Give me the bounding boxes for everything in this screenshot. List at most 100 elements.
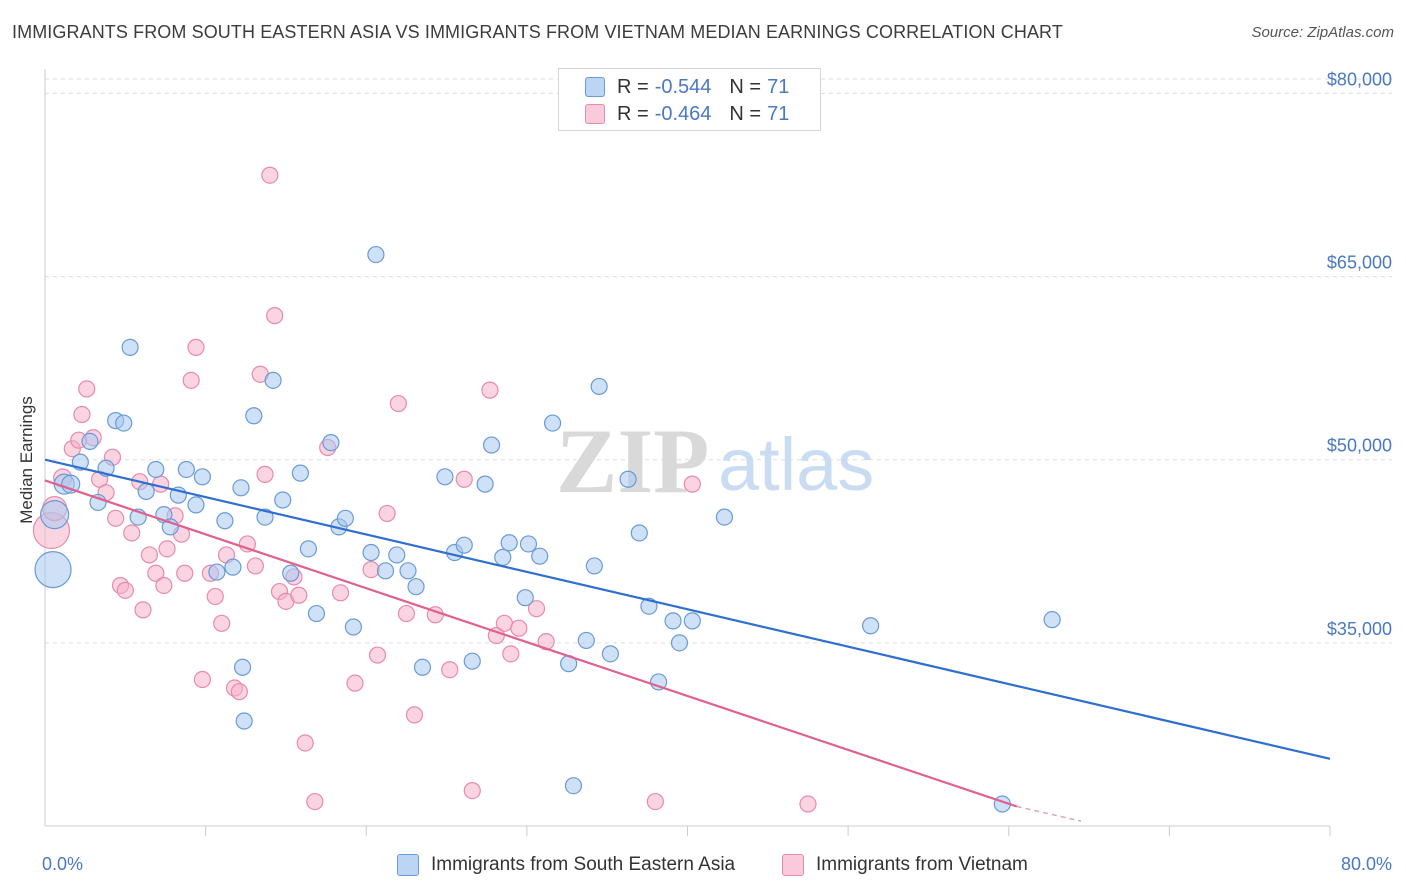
sea-point <box>256 508 274 526</box>
legend-r-label: R = <box>617 102 649 125</box>
vietnam-point <box>799 795 817 813</box>
sea-point <box>362 543 380 562</box>
sea-point <box>670 634 689 652</box>
vietnam-point <box>261 166 279 184</box>
vietnam-point <box>463 781 481 800</box>
vietnam-point <box>73 405 91 424</box>
sea-point <box>264 371 282 389</box>
y-tick-label: $35,000 <box>1327 619 1392 639</box>
sea-point <box>463 652 481 670</box>
vietnam-point <box>306 792 324 811</box>
vietnam-point <box>510 619 528 637</box>
vietnam-point <box>646 792 664 811</box>
sea-point <box>388 546 406 564</box>
vietnam-point <box>331 584 350 602</box>
sea-point <box>115 414 133 432</box>
vietnam-point <box>378 504 396 523</box>
vietnam-point <box>502 645 520 663</box>
trend-lines <box>44 458 1331 822</box>
sea-point <box>436 468 454 486</box>
vietnam-point <box>134 601 152 619</box>
sea-point <box>233 658 252 676</box>
sea-point <box>494 548 512 566</box>
y-tick-label: $50,000 <box>1327 436 1392 456</box>
sea-point <box>344 618 362 636</box>
bottom-legend-label-sea: Immigrants from South Eastern Asia <box>431 854 736 875</box>
vietnam-point <box>441 661 459 679</box>
sea-point <box>482 436 501 454</box>
sea-point <box>1043 611 1061 629</box>
sea-point <box>407 578 425 596</box>
sea-point <box>224 558 242 576</box>
x-tick-label: 80.0% <box>1341 854 1392 874</box>
vietnam-point <box>152 475 170 493</box>
legend-swatch-blue <box>585 77 605 97</box>
x-ticks <box>205 826 1331 836</box>
legend-n-label: N = <box>729 75 762 98</box>
sea-point <box>399 562 417 580</box>
sea-point <box>307 604 326 623</box>
vietnam-point <box>246 557 265 575</box>
sea-point <box>516 589 534 607</box>
grid-lines <box>45 78 1392 644</box>
sea-point <box>531 547 549 565</box>
sea-point <box>862 617 880 635</box>
vietnam-point <box>193 670 212 689</box>
sea-point <box>274 491 292 509</box>
vietnam-point <box>213 614 231 632</box>
legend-r-label: R = <box>617 75 649 98</box>
vietnam-point <box>158 540 176 558</box>
legend-n-value: 71 <box>767 102 790 125</box>
vietnam-point <box>346 674 364 692</box>
vietnam-point <box>389 394 407 413</box>
series-sea-points <box>34 245 1061 813</box>
bottom-legend-swatch-pink <box>782 854 804 876</box>
sea-point <box>619 470 637 488</box>
legend-row-vietnam: R = -0.464 N = 71 <box>585 102 789 126</box>
sea-point <box>683 612 701 630</box>
vietnam-point <box>397 604 416 623</box>
sea-trend-line <box>44 458 1331 760</box>
vietnam-point <box>182 371 200 389</box>
sea-point <box>299 540 318 558</box>
sea-point <box>601 645 620 663</box>
sea-point <box>500 534 518 552</box>
y-tick-labels: $35,000 $50,000 $65,000 $80,000 <box>1327 69 1392 638</box>
sea-point <box>336 509 354 527</box>
sea-point <box>577 631 595 650</box>
vietnam-point <box>187 338 205 356</box>
bottom-legend-vietnam: Immigrants from Vietnam <box>782 852 1028 878</box>
bottom-legend-sea: Immigrants from South Eastern Asia <box>397 852 735 878</box>
bottom-legend-swatch-blue <box>397 854 419 876</box>
x-tick-label: 0.0% <box>42 854 83 874</box>
sea-point <box>208 563 226 581</box>
vietnam-point <box>176 564 194 582</box>
vietnam-point <box>405 706 424 724</box>
watermark: ZIP atlas <box>556 410 874 512</box>
sea-point <box>543 414 562 432</box>
sea-point <box>235 712 253 730</box>
sea-point <box>564 777 583 795</box>
legend-r-value: -0.544 <box>654 75 712 98</box>
sea-point <box>367 245 385 264</box>
sea-point <box>187 496 205 514</box>
sea-point <box>216 512 234 530</box>
vietnam-point <box>455 470 473 488</box>
vietnam-point <box>683 475 701 493</box>
sea-point <box>245 407 263 425</box>
sea-point <box>519 535 538 553</box>
sea-point <box>177 460 195 479</box>
sea-point <box>590 377 608 396</box>
vietnam-point <box>527 600 546 618</box>
sea-point <box>137 482 155 501</box>
legend-swatch-pink <box>585 104 605 124</box>
sea-point <box>81 432 99 450</box>
y-tick-label: $65,000 <box>1327 253 1392 273</box>
vietnam-point <box>362 560 380 579</box>
vietnam-point <box>481 381 499 399</box>
vietnam-point <box>495 614 513 632</box>
bottom-legend-label-vietnam: Immigrants from Vietnam <box>816 854 1028 875</box>
vietnam-point <box>368 646 387 664</box>
sea-point <box>585 557 603 575</box>
